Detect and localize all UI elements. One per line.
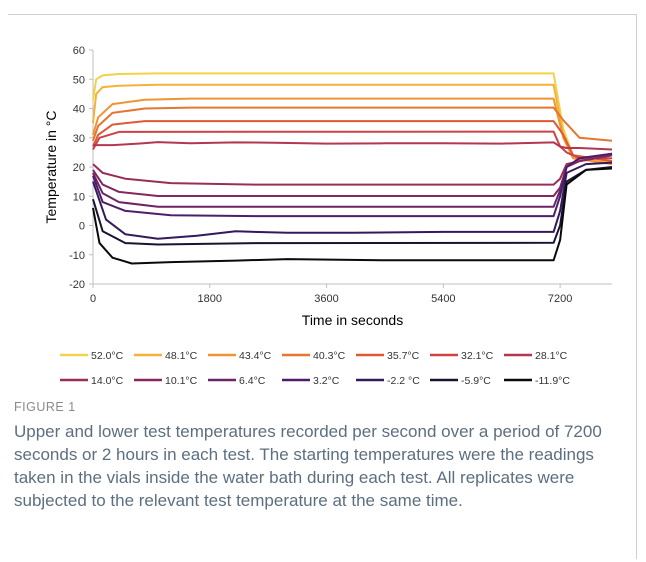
series-line-11	[92, 161, 613, 240]
x-tick-label: 1800	[198, 293, 222, 305]
y-tick-label: 30	[73, 133, 85, 145]
series-line-7	[92, 154, 613, 186]
chart-legend: 52.0°C 48.1°C 43.4°C 40.3°C 35.7°C 32.1°C 28.1…	[60, 350, 570, 387]
series-line-9	[92, 152, 613, 208]
legend-label: -2.2 °C	[387, 375, 420, 387]
y-tick-label: 0	[79, 221, 85, 233]
figure-panel	[8, 14, 637, 559]
y-tick-label: 40	[73, 104, 85, 116]
y-tick-label: -20	[69, 279, 85, 291]
series-line-5	[92, 130, 612, 160]
legend-label: 3.2°C	[313, 375, 340, 387]
series-lines	[92, 72, 613, 265]
legend-label: 14.0°C	[91, 375, 124, 387]
series-line-0	[92, 72, 613, 163]
figure-label: FIGURE 1	[14, 400, 76, 414]
x-tick-label: 5400	[431, 293, 455, 305]
series-line-2	[92, 97, 613, 166]
series-line-13	[92, 167, 613, 265]
series-line-1	[92, 83, 613, 164]
y-tick-label: -10	[69, 250, 85, 262]
legend-label: 28.1°C	[535, 350, 568, 362]
y-axis-label: Temperature in °C	[43, 111, 59, 224]
x-tick-label: 0	[90, 293, 96, 305]
x-axis-label: Time in seconds	[302, 312, 403, 328]
y-tick-label: 10	[73, 191, 85, 203]
legend-label: 48.1°C	[165, 350, 198, 362]
y-tick-label: 20	[73, 162, 85, 174]
x-tick-label: 3600	[314, 293, 338, 305]
series-line-3	[92, 106, 613, 142]
legend-label: 10.1°C	[165, 375, 198, 387]
figure-caption: Upper and lower test temperatures record…	[14, 422, 602, 510]
line-chart: -20 -10 0 10 20 30 40 50 60 0 1800 3600 5400 7200 Te…	[43, 45, 613, 387]
legend-label: 35.7°C	[387, 350, 420, 362]
plot-area: -20 -10 0 10 20 30 40 50 60 0 1800 3600 5400 7200 Te…	[43, 45, 613, 328]
series-line-12	[92, 166, 613, 246]
series-line-10	[92, 152, 613, 218]
legend-label: 43.4°C	[239, 350, 272, 362]
legend-label: -5.9°C	[461, 375, 491, 387]
y-tick-labels: -20 -10 0 10 20 30 40 50 60	[69, 45, 93, 291]
y-tick-label: 50	[73, 74, 85, 86]
legend-label: -11.9°C	[535, 375, 570, 387]
x-tick-label: 7200	[548, 293, 572, 305]
series-line-8	[92, 154, 613, 197]
x-tick-labels: 0 1800 3600 5400 7200	[90, 284, 572, 305]
legend-label: 52.0°C	[91, 350, 124, 362]
y-tick-label: 60	[73, 45, 85, 57]
legend-label: 40.3°C	[313, 350, 346, 362]
legend-label: 32.1°C	[461, 350, 494, 362]
legend-label: 6.4°C	[239, 375, 266, 387]
series-line-4	[92, 120, 613, 163]
series-line-6	[93, 141, 613, 151]
